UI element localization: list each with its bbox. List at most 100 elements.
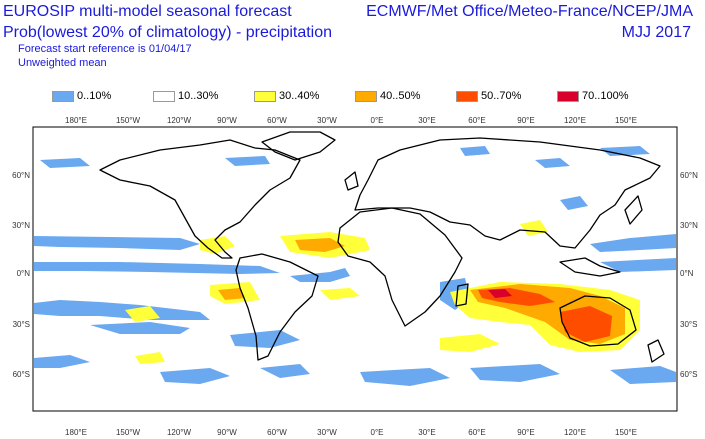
madagascar-outline [455,283,469,307]
lon-label-top-3: 90°W [217,116,237,125]
blue-zone-arctic-1 [460,146,490,156]
lat-label-right-0: 60°N [680,171,698,180]
legend-item-5: 70..100% [557,89,628,103]
legend-item-1: 10..30% [153,89,218,103]
legend-label-1: 10..30% [178,90,219,102]
legend-item-2: 30..40% [254,89,319,103]
africa-outline [337,207,463,327]
lat-label-right-2: 0°N [680,269,694,278]
lon-label-bottom-7: 30°E [418,428,435,437]
yellow-zone-south-indian [440,334,500,352]
lat-label-right-3: 30°S [680,320,697,329]
yellow-zone-south-pacific [125,306,160,322]
yellow-zone-south-atlantic [320,288,360,300]
red-zone-south-australia [560,306,612,342]
lat-label-right-4: 60°S [680,370,697,379]
blue-zone-south-pacific-2 [90,322,190,334]
lon-label-bottom-4: 60°W [267,428,287,437]
british-isles-outline [344,171,359,191]
legend-item-0: 0..10% [52,89,111,103]
forecast-period: MJJ 2017 [621,24,691,41]
lat-label-left-2: 0°N [17,269,31,278]
blue-zone-north-pacific [34,236,200,250]
longitude-labels-bottom: 180°E 150°W 120°W 90°W 60°W 30°W 0°E 30°… [65,428,637,437]
legend-item-3: 40..50% [355,89,420,103]
longitude-labels-top: 180°E 150°W 120°W 90°W 60°W 30°W 0°E 30°… [65,116,637,125]
lat-label-right-1: 30°N [680,221,698,230]
lon-label-top-1: 150°W [116,116,141,125]
forecast-reference: Forecast start reference is 01/04/17 [18,43,192,55]
lon-label-top-6: 0°E [371,116,384,125]
south-america-outline [235,253,319,361]
lat-label-left-4: 60°S [13,370,30,379]
title-line2: Prob(lowest 20% of climatology) - precip… [3,24,333,41]
world-map: 180°E 150°W 120°W 90°W 60°W 30°W 0°E 30°… [12,116,698,437]
legend-label-5: 70..100% [582,90,629,102]
japan-outline [624,195,643,225]
legend-swatch-1 [153,90,175,102]
blue-zone-bering [40,158,90,168]
blue-zone-arctic-2 [600,146,650,156]
title-line1: EUROSIP multi-model seasonal forecast [3,3,292,20]
lon-label-bottom-8: 60°E [468,428,485,437]
legend-swatch-2 [254,90,276,102]
blue-zone-equatorial-pacific [34,262,280,274]
indonesia-outline [559,257,621,277]
eurasia-outline [354,137,661,249]
legend-item-4: 50..70% [456,89,521,103]
blue-zone-southern-ocean-1 [160,368,230,384]
blue-zone-siberia [535,158,570,168]
legend-label-3: 40..50% [380,90,421,102]
lon-label-bottom-6: 0°E [371,428,384,437]
coastlines [99,131,665,363]
lon-label-top-10: 120°E [564,116,586,125]
north-america-outline [99,139,301,259]
legend-label-4: 50..70% [481,90,522,102]
blue-zone-canada [225,156,270,166]
lon-label-bottom-9: 90°E [517,428,534,437]
lon-label-bottom-1: 150°W [116,428,141,437]
legend-swatch-3 [355,90,377,102]
yellow-zone-southern-pacific [135,352,165,364]
low-probability-zones [34,146,676,386]
lat-label-left-1: 30°N [12,221,30,230]
yellow-zone-central-america [200,236,235,254]
lon-label-top-0: 180°E [65,116,87,125]
legend-label-0: 0..10% [77,90,112,102]
lon-label-bottom-11: 150°E [615,428,637,437]
lat-label-left-3: 30°S [13,320,30,329]
blue-zone-southern-ocean-2 [260,364,310,378]
lat-label-left-0: 60°N [12,171,30,180]
legend-swatch-5 [557,90,579,102]
lon-label-top-9: 90°E [517,116,534,125]
lon-label-top-8: 60°E [468,116,485,125]
blue-zone-equatorial-atlantic [290,268,350,282]
blue-zone-china [560,196,588,210]
lon-label-bottom-0: 180°E [65,428,87,437]
new-zealand-outline [647,339,665,363]
darkred-zones [488,289,512,298]
legend-label-2: 30..40% [279,90,320,102]
blue-zone-southern-ocean-3 [360,368,450,386]
lon-label-top-7: 30°E [418,116,435,125]
latitude-labels-left: 60°N 30°N 0°N 30°S 60°S [12,171,30,379]
map-border [32,126,678,412]
lon-label-bottom-5: 30°W [317,428,337,437]
darkred-zone-indian-ocean [488,289,512,298]
latitude-labels-right: 60°N 30°N 0°N 30°S 60°S [680,171,698,379]
agencies-label: ECMWF/Met Office/Meteo-France/NCEP/JMA [366,3,693,20]
lon-label-top-5: 30°W [317,116,337,125]
blue-zone-se-pacific [230,330,300,348]
lon-label-bottom-3: 90°W [217,428,237,437]
blue-zone-south-pacific [34,300,210,320]
legend: 0..10% 10..30% 30..40% 40..50% 50..70% 7… [0,89,705,103]
lon-label-top-4: 60°W [267,116,287,125]
orange-zone-pacific [218,288,245,300]
lon-label-bottom-2: 120°W [167,428,192,437]
blue-zone-west-pacific [590,234,676,252]
shading-layer [34,146,676,386]
legend-swatch-0 [52,90,74,102]
blue-zone-southern-ocean-w [34,355,90,368]
lon-label-bottom-10: 120°E [564,428,586,437]
australia-outline [559,295,637,347]
